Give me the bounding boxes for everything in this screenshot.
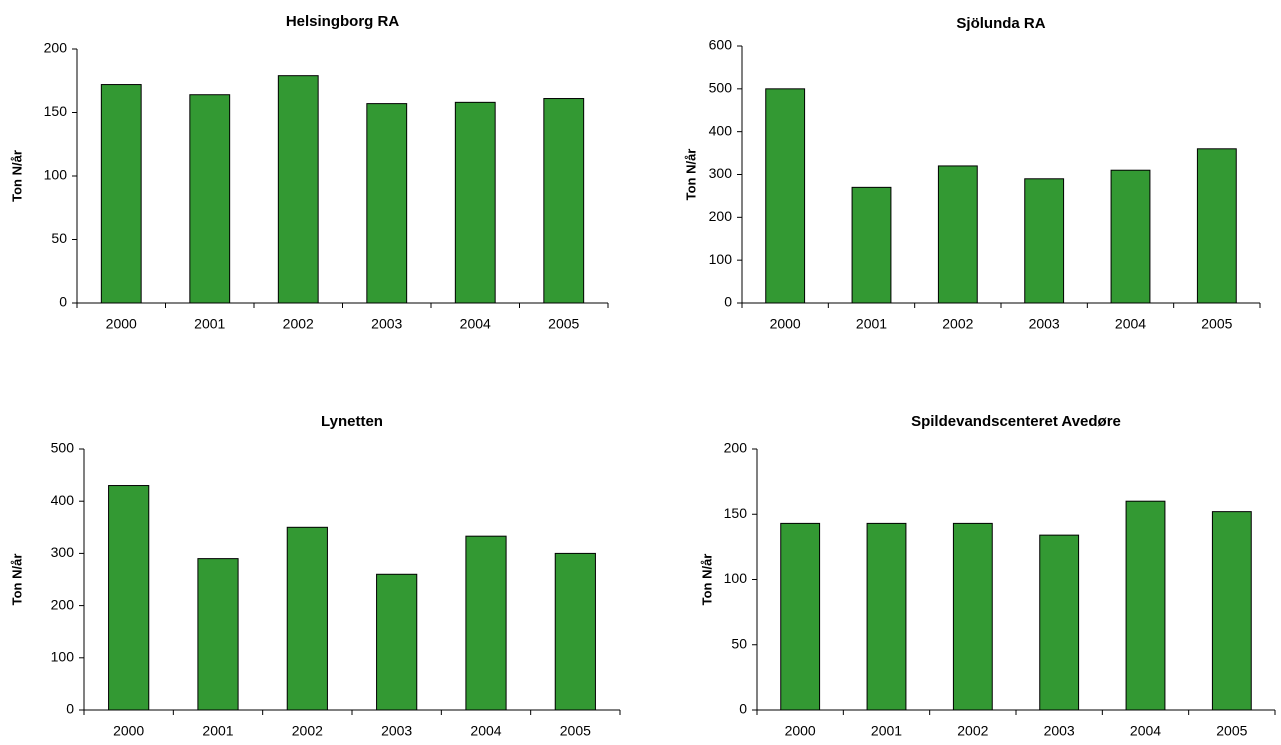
y-axis-label: Ton N/år	[699, 554, 714, 606]
bar	[765, 88, 806, 304]
y-axis-label: Ton N/år	[9, 150, 24, 202]
bar	[1196, 148, 1237, 304]
x-tick-label: 2001	[194, 316, 225, 332]
chart-title: Spildevandscenteret Avedøre	[911, 413, 1121, 430]
bar	[376, 573, 418, 711]
bar	[543, 98, 585, 304]
bar	[780, 522, 821, 711]
chart-title: Helsingborg RA	[286, 13, 400, 30]
bar	[937, 165, 978, 304]
x-tick-label: 2000	[770, 316, 801, 332]
x-tick-label: 2000	[113, 723, 144, 739]
bar	[108, 485, 150, 711]
x-tick-label: 2005	[560, 723, 591, 739]
y-tick-label: 500	[51, 440, 75, 456]
x-tick-label: 2005	[548, 316, 579, 332]
y-tick-label: 300	[709, 165, 733, 181]
bar	[1125, 500, 1166, 711]
y-tick-label: 400	[51, 492, 75, 508]
y-tick-label: 200	[44, 40, 68, 56]
bar	[366, 103, 408, 304]
bar	[197, 558, 239, 711]
y-tick-label: 100	[44, 167, 68, 183]
y-tick-label: 100	[724, 570, 748, 586]
bar	[277, 75, 319, 304]
x-tick-label: 2004	[1130, 723, 1161, 739]
y-tick-label: 50	[51, 230, 67, 246]
x-tick-label: 2002	[283, 316, 314, 332]
bar	[1024, 178, 1065, 304]
x-tick-label: 2003	[1044, 723, 1075, 739]
y-tick-label: 500	[709, 80, 733, 96]
x-tick-label: 2003	[371, 316, 402, 332]
y-axis-label: Ton N/år	[9, 554, 24, 606]
bar	[100, 84, 142, 304]
x-tick-label: 2002	[942, 316, 973, 332]
bar	[554, 552, 596, 711]
y-tick-label: 50	[731, 635, 747, 651]
x-tick-label: 2000	[785, 723, 816, 739]
bar	[189, 94, 231, 304]
x-tick-label: 2004	[470, 723, 501, 739]
bar	[851, 186, 892, 304]
y-tick-label: 200	[51, 596, 75, 612]
chart-title: Lynetten	[321, 413, 383, 430]
y-tick-label: 400	[709, 122, 733, 138]
bar	[952, 522, 993, 711]
y-tick-label: 0	[724, 294, 732, 310]
x-tick-label: 2005	[1216, 723, 1247, 739]
bar	[1110, 169, 1151, 304]
y-axis-label: Ton N/år	[683, 149, 698, 201]
y-tick-label: 0	[739, 701, 747, 717]
y-tick-label: 300	[51, 544, 75, 560]
x-tick-label: 2000	[106, 316, 137, 332]
bar	[1211, 511, 1252, 711]
x-tick-label: 2004	[1115, 316, 1146, 332]
y-tick-label: 600	[709, 37, 733, 53]
x-tick-label: 2002	[957, 723, 988, 739]
bar	[286, 526, 328, 711]
x-tick-label: 2001	[856, 316, 887, 332]
y-tick-label: 200	[724, 440, 748, 456]
bar	[465, 535, 507, 711]
y-tick-label: 150	[724, 505, 748, 521]
x-tick-label: 2003	[1029, 316, 1060, 332]
y-tick-label: 100	[51, 649, 75, 665]
y-tick-label: 200	[709, 208, 733, 224]
y-tick-label: 0	[59, 294, 67, 310]
bar	[1039, 534, 1080, 711]
x-tick-label: 2001	[871, 723, 902, 739]
x-tick-label: 2004	[460, 316, 491, 332]
x-tick-label: 2003	[381, 723, 412, 739]
y-tick-label: 100	[709, 251, 733, 267]
y-tick-label: 0	[66, 701, 74, 717]
chart-title: Sjölunda RA	[956, 15, 1045, 32]
y-tick-label: 150	[44, 103, 68, 119]
x-tick-label: 2002	[292, 723, 323, 739]
x-tick-label: 2001	[202, 723, 233, 739]
bar	[454, 101, 496, 304]
bar	[866, 522, 907, 711]
x-tick-label: 2005	[1201, 316, 1232, 332]
